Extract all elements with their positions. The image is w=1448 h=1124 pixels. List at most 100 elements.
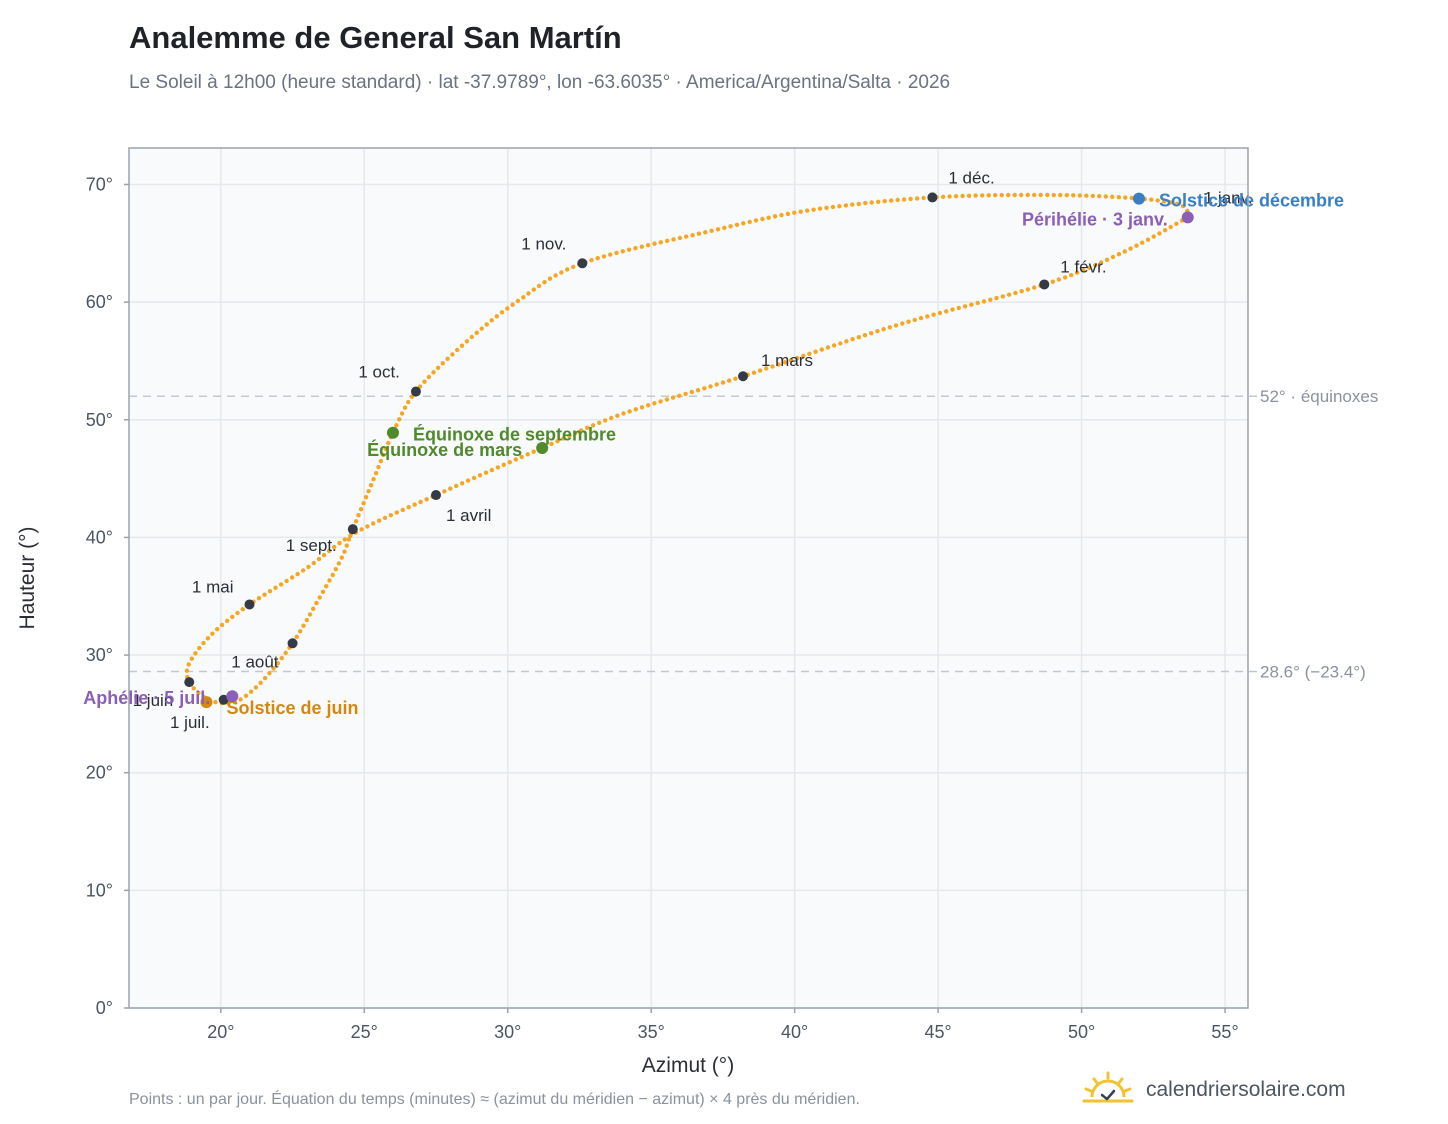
day-point	[495, 465, 501, 470]
day-point	[715, 227, 721, 232]
day-point	[1056, 277, 1062, 282]
day-point	[918, 315, 924, 321]
day-point	[230, 614, 235, 620]
day-point	[779, 212, 784, 218]
day-point	[856, 335, 861, 340]
day-point	[240, 607, 245, 612]
day-point	[760, 216, 765, 222]
day-point	[1019, 192, 1024, 198]
day-point	[381, 452, 386, 458]
chart-subtitle: Le Soleil à 12h00 (heure standard) · lat…	[129, 72, 951, 93]
day-point	[652, 241, 657, 246]
day-point	[307, 612, 313, 617]
sun-icon	[1082, 1071, 1134, 1110]
brand[interactable]: calendriersolaire.com	[1082, 1068, 1346, 1112]
day-point	[1099, 260, 1104, 265]
day-point	[284, 578, 289, 584]
y-tick-label: 20°	[86, 763, 113, 783]
day-point	[321, 552, 327, 558]
day-point	[690, 233, 695, 238]
day-point	[753, 218, 759, 223]
day-point	[633, 246, 638, 251]
day-point	[505, 306, 510, 311]
day-point	[1128, 246, 1133, 251]
day-point	[962, 304, 968, 309]
day-point	[531, 287, 536, 292]
day-point	[193, 651, 198, 656]
day-point	[316, 556, 322, 562]
day-point	[889, 198, 894, 203]
day-point	[383, 446, 388, 452]
day-point	[382, 515, 388, 521]
day-point	[344, 543, 349, 548]
day-point	[510, 302, 515, 307]
day-point	[235, 610, 240, 616]
day-point	[921, 195, 926, 201]
day-point	[422, 379, 427, 384]
day-point	[830, 204, 836, 210]
day-point	[988, 297, 993, 302]
day-point	[279, 655, 284, 661]
day-point	[856, 201, 861, 207]
day-point	[670, 395, 676, 400]
event-label: Équinoxe de septembre	[413, 424, 616, 445]
day-point	[689, 389, 694, 395]
day-point	[947, 194, 952, 199]
day-point	[283, 650, 288, 656]
day-point	[440, 361, 445, 366]
month-label: 1 août	[231, 652, 279, 671]
day-point	[824, 205, 829, 210]
day-point	[459, 343, 465, 348]
day-point	[869, 200, 874, 205]
day-point	[912, 317, 917, 323]
day-point	[695, 388, 701, 393]
day-point	[314, 600, 319, 606]
day-point	[460, 481, 465, 486]
day-point	[311, 606, 316, 611]
month-label: 1 juin	[133, 691, 174, 710]
day-point	[770, 364, 775, 369]
day-point	[1062, 275, 1068, 280]
day-point	[238, 697, 243, 702]
axis-ticks: 20° 25° 30° 35° 40° 45° 50° 55° 0° 10° 20° 30° 40° 50…	[86, 174, 1239, 1042]
month-marker	[244, 599, 255, 610]
month-label: 1 janv.	[1204, 188, 1253, 207]
day-point	[342, 549, 347, 554]
day-point	[455, 347, 460, 353]
day-point	[431, 370, 436, 375]
day-point	[1123, 195, 1128, 200]
day-point	[1151, 234, 1156, 239]
day-point	[646, 403, 651, 408]
day-point	[371, 477, 376, 482]
y-tick-label: 40°	[86, 527, 113, 547]
day-point	[684, 234, 689, 239]
day-point	[764, 366, 769, 371]
day-point	[521, 295, 526, 300]
event-marker	[1181, 211, 1194, 224]
day-point	[306, 564, 311, 570]
day-point	[333, 567, 338, 572]
day-point	[1168, 200, 1173, 205]
x-tick-label: 40°	[781, 1022, 808, 1042]
plot-area	[129, 148, 1248, 1008]
day-point	[339, 555, 344, 560]
day-point	[271, 666, 276, 671]
month-markers: 1 janv. 1 févr. 1 mars 1 avril 1 mai 1 juin 1 …	[133, 168, 1253, 731]
day-point	[850, 202, 855, 207]
day-point	[256, 596, 262, 601]
day-point	[465, 478, 471, 483]
day-point	[986, 193, 991, 198]
reference-line-label: 52° · équinoxes	[1260, 387, 1378, 406]
day-point	[906, 319, 911, 324]
day-point	[579, 428, 584, 433]
day-point	[549, 441, 554, 447]
day-point	[969, 302, 974, 307]
day-point	[914, 196, 920, 201]
day-point	[589, 258, 594, 263]
event-marker	[386, 426, 399, 439]
day-point	[253, 685, 259, 690]
event-marker	[226, 690, 239, 703]
day-point	[993, 193, 998, 198]
event-marker	[536, 442, 549, 454]
